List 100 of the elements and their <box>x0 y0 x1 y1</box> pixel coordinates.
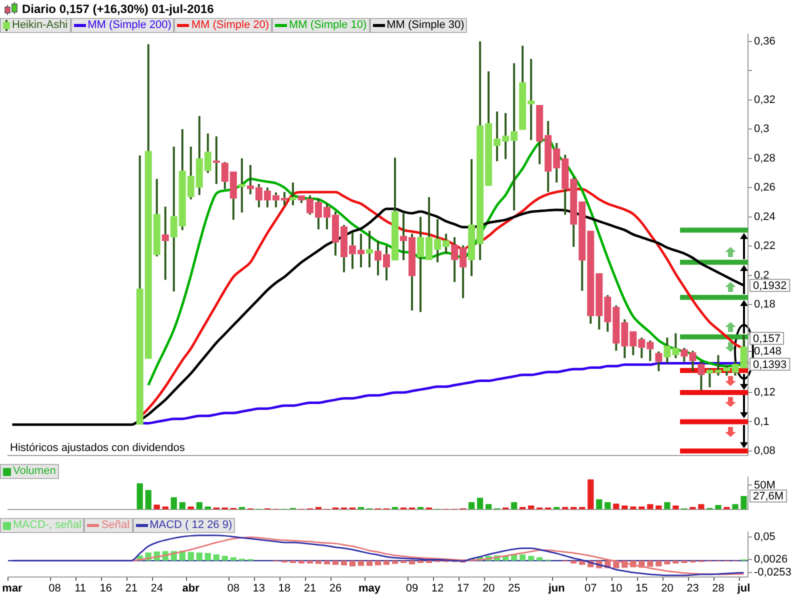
candlestick <box>212 135 220 185</box>
bar <box>374 560 382 566</box>
legend-label: MM (Simple 20) <box>191 19 270 32</box>
x-tick-label: jun <box>547 582 566 594</box>
x-tick-label: 16 <box>100 582 112 594</box>
bar <box>613 504 620 510</box>
bar <box>358 560 364 566</box>
y-tick-label: 0,36 <box>754 35 776 48</box>
x-tick-label: 12 <box>431 582 444 594</box>
bar <box>349 560 356 566</box>
bar <box>672 560 679 564</box>
x-tick-label: 08 <box>48 582 61 594</box>
bar <box>154 504 160 510</box>
bar <box>477 498 484 510</box>
bar <box>366 560 373 566</box>
y-tick-label: 0,05 <box>754 530 776 543</box>
bar <box>647 560 654 567</box>
bar <box>315 560 322 564</box>
candlestick <box>698 360 705 392</box>
y-tick-label: 0,1 <box>754 416 770 428</box>
bar <box>408 560 416 564</box>
x-tick-label: 21 <box>125 582 138 594</box>
legend-label: MM (Simple 30) <box>386 19 464 32</box>
chart-title: Diario 0,157 (+16,30%) 01-jul-2016 <box>22 2 214 16</box>
x-tick-label: abr <box>182 582 200 594</box>
candlestick <box>392 156 399 261</box>
y-tick-label: 0,148 <box>754 346 782 358</box>
bar <box>383 560 390 565</box>
annotation: 27,6M <box>753 490 784 503</box>
bar <box>511 502 518 510</box>
legend-label: Volumen <box>13 465 56 478</box>
candlestick <box>366 230 373 268</box>
bar <box>664 502 670 510</box>
bar <box>656 560 662 566</box>
bar <box>340 560 348 566</box>
bar <box>596 499 602 510</box>
y-tick-label: 0,12 <box>754 386 776 399</box>
bar <box>520 554 526 561</box>
legend-label: MACD ( 12 26 9) <box>150 519 232 532</box>
x-tick-label: 23 <box>686 582 699 594</box>
annotation: 0,1393 <box>753 358 787 371</box>
bar <box>213 554 220 561</box>
bar <box>222 556 228 561</box>
bar <box>204 552 211 561</box>
bar <box>732 504 738 510</box>
x-tick-label: 26 <box>329 582 342 594</box>
bar <box>588 479 594 510</box>
bar <box>698 504 704 510</box>
x-tick-label: 17 <box>456 582 470 594</box>
x-tick-label: 11 <box>74 582 86 594</box>
x-tick-label: 18 <box>278 582 291 594</box>
annotation: 0,1932 <box>753 280 787 292</box>
x-tick-label: 28 <box>712 582 724 594</box>
candlestick <box>162 206 169 281</box>
annotation: 0,157 <box>753 332 781 345</box>
x-tick-label: 08 <box>227 582 240 594</box>
legend-label: MACD-, señal <box>13 519 82 532</box>
candlestick <box>238 157 246 214</box>
y-tick-label: 0,28 <box>754 152 776 164</box>
bar <box>179 502 186 510</box>
y-tick-label: -0,0253 <box>754 566 792 579</box>
bar <box>740 496 747 510</box>
bar <box>136 483 143 510</box>
legend-label: Señal <box>101 519 130 532</box>
bar <box>196 502 202 510</box>
bar <box>324 560 330 564</box>
y-tick-label: 0,3 <box>754 123 770 136</box>
bar <box>332 560 339 565</box>
x-tick-label: 20 <box>482 582 495 594</box>
bar <box>664 560 670 564</box>
x-tick-label: mar <box>2 582 24 594</box>
bar <box>528 556 534 561</box>
x-tick-label: 07 <box>584 582 597 594</box>
x-tick-label: jul <box>736 582 750 594</box>
x-tick-label: 24 <box>150 582 163 594</box>
y-tick-label: 0,32 <box>754 94 776 106</box>
bar <box>570 560 577 564</box>
bar <box>486 504 492 510</box>
y-tick-label: 0,24 <box>754 210 776 223</box>
legend-label: Heikin-Ashi <box>12 19 68 32</box>
bar <box>392 560 398 564</box>
annotation: Históricos ajustados con dividendos <box>10 442 186 454</box>
y-tick-label: 0,08 <box>754 445 776 458</box>
bar <box>306 560 314 564</box>
bar <box>170 497 177 510</box>
y-tick-label: 0,18 <box>754 298 776 311</box>
y-tick-label: 0,26 <box>754 182 776 194</box>
bar <box>604 502 611 510</box>
candlestick <box>289 182 296 206</box>
bar <box>656 506 662 510</box>
y-tick-label: 0,22 <box>754 240 776 252</box>
x-tick-label: may <box>358 582 382 594</box>
bar <box>715 505 722 510</box>
y-tick-label: 0,2 <box>754 269 770 282</box>
line-series <box>12 534 744 576</box>
bar <box>196 552 202 561</box>
legend-label: MM (Simple 10) <box>289 19 367 32</box>
x-tick-label: 13 <box>252 582 266 594</box>
x-tick-label: 21 <box>304 582 316 594</box>
line-series <box>130 536 744 576</box>
